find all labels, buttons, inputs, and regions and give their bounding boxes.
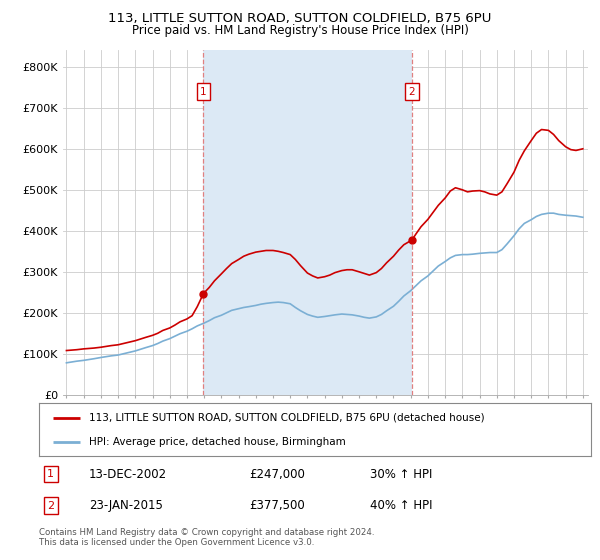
Text: 2: 2 [47,501,55,511]
Text: Contains HM Land Registry data © Crown copyright and database right 2024.
This d: Contains HM Land Registry data © Crown c… [39,528,374,547]
Text: 113, LITTLE SUTTON ROAD, SUTTON COLDFIELD, B75 6PU: 113, LITTLE SUTTON ROAD, SUTTON COLDFIEL… [109,12,491,25]
Text: 1: 1 [200,87,207,97]
Bar [203,50,412,395]
Text: 23-JAN-2015: 23-JAN-2015 [89,499,163,512]
Text: 40% ↑ HPI: 40% ↑ HPI [370,499,433,512]
Text: 13-DEC-2002: 13-DEC-2002 [89,468,167,480]
Text: 113, LITTLE SUTTON ROAD, SUTTON COLDFIELD, B75 6PU (detached house): 113, LITTLE SUTTON ROAD, SUTTON COLDFIEL… [89,413,484,423]
Text: £377,500: £377,500 [249,499,305,512]
Text: 2: 2 [409,87,415,97]
Text: £247,000: £247,000 [249,468,305,480]
Text: Price paid vs. HM Land Registry's House Price Index (HPI): Price paid vs. HM Land Registry's House … [131,24,469,37]
Text: 1: 1 [47,469,54,479]
Text: 30% ↑ HPI: 30% ↑ HPI [370,468,433,480]
Text: HPI: Average price, detached house, Birmingham: HPI: Average price, detached house, Birm… [89,437,346,447]
